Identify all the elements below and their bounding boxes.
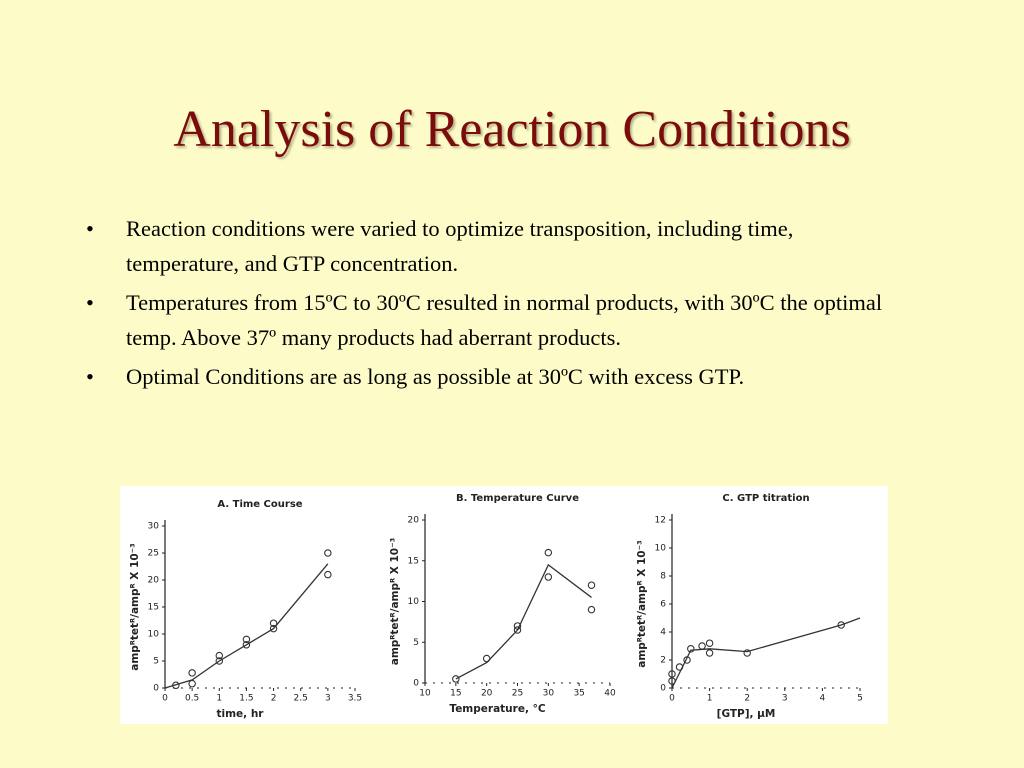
data-point bbox=[324, 570, 332, 579]
x-tick-label: 2.5 bbox=[294, 694, 308, 704]
data-point bbox=[172, 681, 180, 690]
x-tick-label: 3 bbox=[782, 694, 788, 704]
data-point bbox=[269, 619, 278, 627]
x-tick-label: 30 bbox=[543, 689, 555, 699]
x-tick-label: 2 bbox=[271, 694, 277, 704]
data-point bbox=[668, 670, 676, 678]
y-tick-label: 20 bbox=[408, 516, 420, 526]
x-tick-label: 10 bbox=[419, 689, 431, 699]
y-axis-label: ampᴿtetᴿ/ampᴿ X 10⁻³ bbox=[389, 537, 401, 665]
y-tick-label: 10 bbox=[655, 544, 667, 554]
data-point bbox=[544, 573, 553, 581]
fit-line bbox=[455, 563, 592, 680]
x-tick-label: 0 bbox=[162, 694, 168, 704]
x-tick-label: 3.5 bbox=[348, 694, 362, 704]
x-tick-label: 5 bbox=[857, 694, 863, 704]
x-axis-label: [GTP], µM bbox=[717, 708, 776, 720]
data-point bbox=[687, 645, 695, 653]
x-tick-label: 20 bbox=[481, 689, 493, 699]
chart-title: B. Temperature Curve bbox=[456, 493, 579, 504]
data-point bbox=[215, 657, 224, 665]
data-point bbox=[242, 641, 251, 649]
y-tick-label: 25 bbox=[148, 549, 159, 559]
y-axis-label: ampᴿtetᴿ/ampᴿ X 10⁻³ bbox=[636, 540, 648, 668]
data-point bbox=[675, 663, 684, 671]
data-point bbox=[188, 679, 196, 688]
data-point bbox=[705, 649, 714, 657]
data-point bbox=[324, 549, 332, 557]
y-axis-label: ampᴿtetᴿ/ampᴿ X 10⁻³ bbox=[129, 543, 141, 671]
x-tick-label: 2 bbox=[744, 694, 750, 704]
slide-title: Analysis of Reaction Conditions bbox=[173, 101, 851, 158]
y-tick-label: 4 bbox=[660, 628, 666, 638]
y-tick-label: 5 bbox=[413, 638, 419, 648]
data-point bbox=[587, 581, 596, 589]
bullet: Reaction conditions were varied to optim… bbox=[86, 211, 906, 281]
data-point bbox=[683, 656, 691, 664]
x-tick-label: 3 bbox=[325, 694, 331, 704]
x-tick-label: 0 bbox=[669, 694, 675, 704]
bullet: Temperatures from 15ºC to 30ºC resulted … bbox=[86, 285, 906, 355]
x-tick-label: 15 bbox=[450, 689, 461, 699]
data-point bbox=[215, 651, 224, 660]
data-point bbox=[188, 669, 196, 677]
y-tick-label: 15 bbox=[148, 603, 159, 613]
y-tick-label: 10 bbox=[408, 597, 420, 607]
bullet-list: Reaction conditions were varied to optim… bbox=[86, 211, 906, 398]
y-tick-label: 10 bbox=[148, 630, 160, 640]
y-tick-label: 0 bbox=[153, 684, 159, 694]
y-tick-label: 15 bbox=[408, 556, 419, 566]
data-point bbox=[482, 654, 491, 663]
y-tick-label: 0 bbox=[660, 684, 666, 694]
y-tick-label: 20 bbox=[148, 576, 160, 586]
y-tick-label: 0 bbox=[413, 679, 419, 689]
data-point bbox=[743, 649, 751, 657]
x-axis-label: Temperature, °C bbox=[449, 703, 545, 715]
y-tick-label: 2 bbox=[660, 656, 666, 666]
y-tick-label: 8 bbox=[660, 572, 666, 582]
data-point bbox=[705, 639, 714, 647]
data-point bbox=[668, 677, 676, 685]
y-tick-label: 6 bbox=[660, 600, 666, 610]
data-point bbox=[513, 626, 522, 634]
x-tick-label: 0.5 bbox=[185, 694, 199, 704]
data-point bbox=[837, 621, 845, 629]
x-tick-label: 35 bbox=[573, 689, 584, 699]
fit-line bbox=[671, 617, 861, 689]
data-point bbox=[587, 605, 596, 614]
y-tick-label: 12 bbox=[655, 516, 666, 526]
x-tick-label: 25 bbox=[512, 689, 523, 699]
data-point bbox=[513, 622, 522, 630]
x-tick-label: 1.5 bbox=[239, 694, 253, 704]
fit-line bbox=[164, 563, 329, 689]
data-point bbox=[269, 624, 278, 633]
x-tick-label: 4 bbox=[820, 694, 826, 704]
data-point bbox=[452, 675, 460, 683]
x-tick-label: 1 bbox=[707, 694, 713, 704]
y-tick-label: 5 bbox=[153, 657, 159, 667]
x-axis-label: time, hr bbox=[217, 708, 265, 720]
data-point bbox=[242, 635, 251, 644]
chart-title: A. Time Course bbox=[217, 499, 302, 510]
data-point bbox=[698, 642, 706, 650]
figure-panel: A. Time Course time, hr ampᴿtetᴿ/ampᴿ X 10… bbox=[120, 486, 888, 724]
data-point bbox=[544, 548, 553, 557]
x-tick-label: 1 bbox=[216, 694, 222, 704]
bullet: Optimal Conditions are as long as possib… bbox=[86, 359, 906, 394]
chart-title: C. GTP titration bbox=[722, 493, 809, 504]
x-tick-label: 40 bbox=[604, 689, 616, 699]
y-tick-label: 30 bbox=[148, 522, 160, 532]
